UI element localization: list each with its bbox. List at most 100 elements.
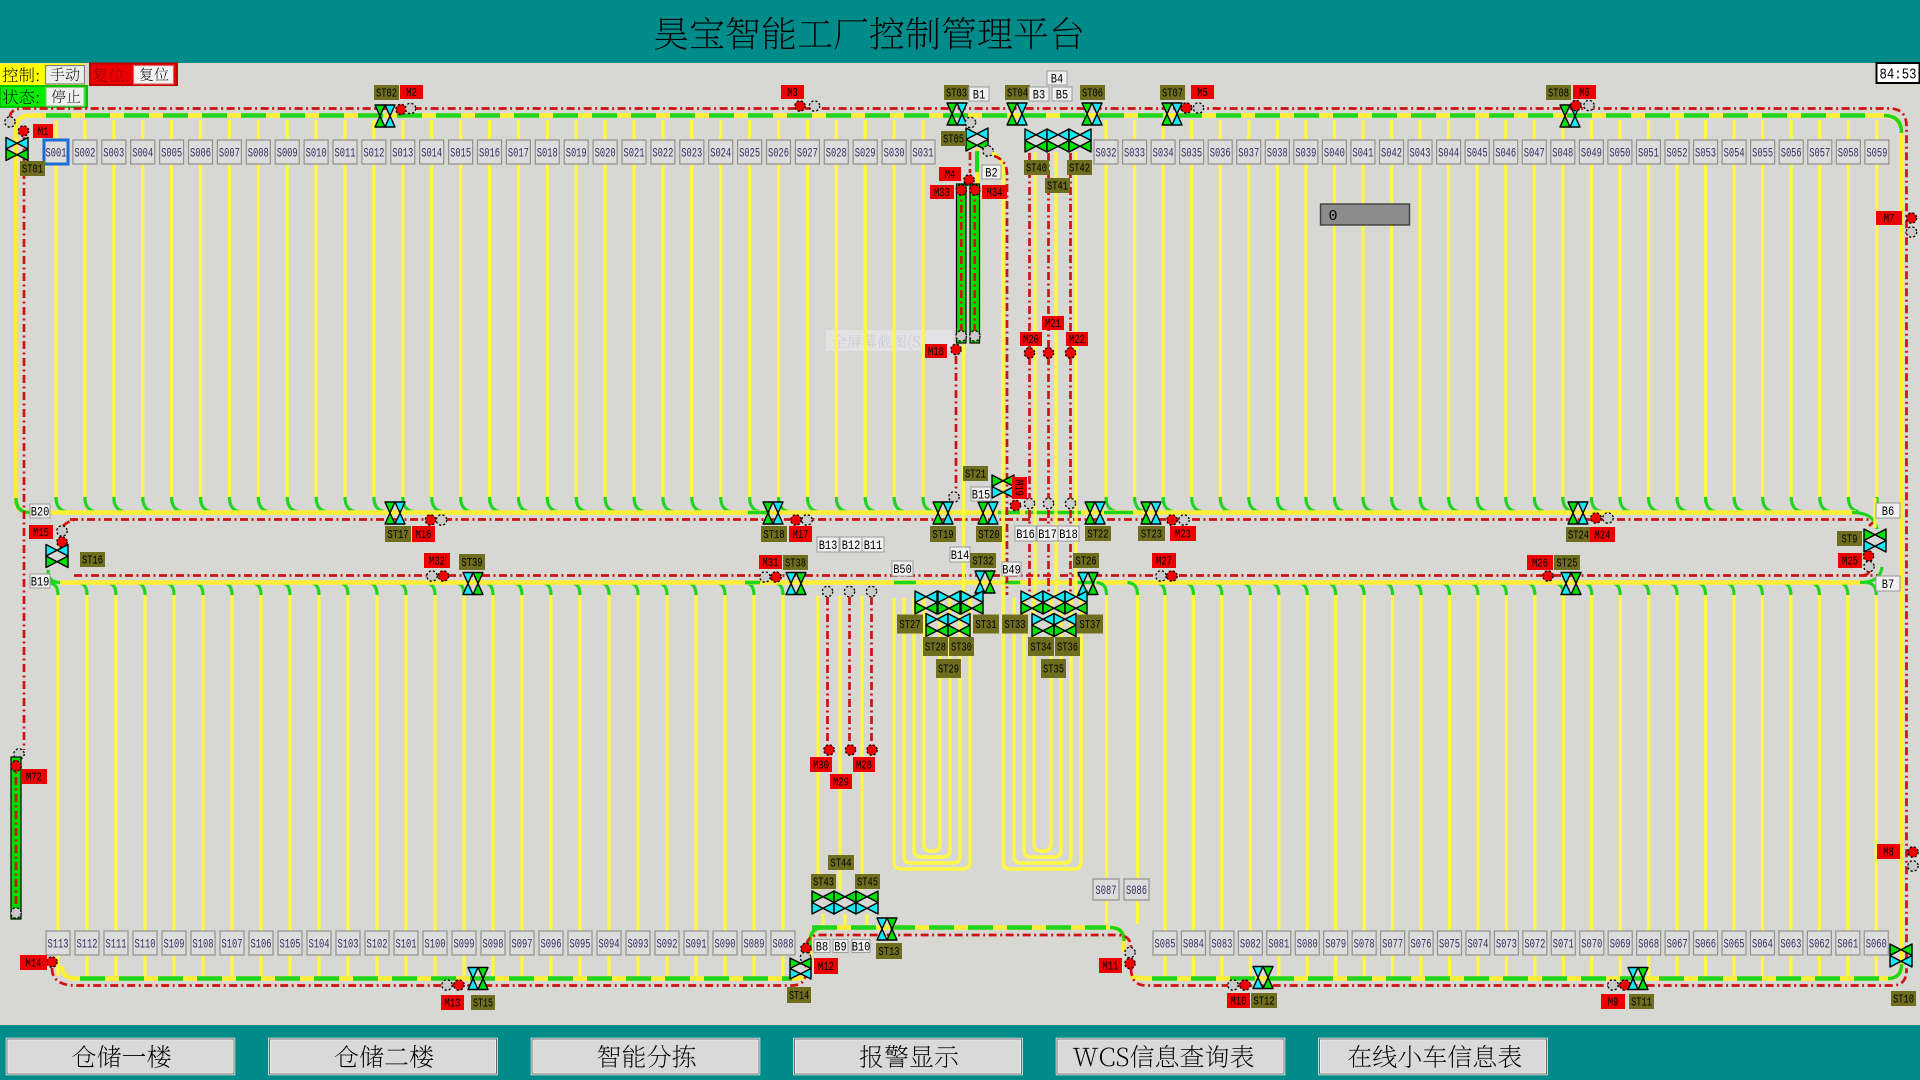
svg-text:M2: M2 bbox=[406, 87, 417, 100]
svg-text:S020: S020 bbox=[595, 146, 616, 161]
svg-text:S014: S014 bbox=[421, 146, 442, 161]
svg-text:ST16: ST16 bbox=[82, 555, 103, 568]
svg-text:S073: S073 bbox=[1496, 937, 1517, 952]
svg-text:M8: M8 bbox=[1883, 847, 1894, 860]
svg-text:S094: S094 bbox=[599, 937, 620, 952]
svg-text:B17: B17 bbox=[1038, 528, 1057, 542]
svg-text:B12: B12 bbox=[842, 539, 861, 553]
svg-text:M26: M26 bbox=[1532, 558, 1548, 571]
svg-text:S044: S044 bbox=[1438, 146, 1459, 161]
svg-text:B19: B19 bbox=[31, 576, 50, 590]
svg-text:M5: M5 bbox=[1197, 87, 1208, 100]
svg-text:S109: S109 bbox=[164, 937, 185, 952]
svg-text:S074: S074 bbox=[1467, 937, 1488, 952]
svg-text:S080: S080 bbox=[1297, 937, 1318, 952]
svg-text:M22: M22 bbox=[1069, 334, 1085, 347]
svg-text:M34: M34 bbox=[987, 187, 1003, 200]
svg-text:S099: S099 bbox=[454, 937, 475, 952]
svg-text:0: 0 bbox=[1328, 208, 1337, 225]
svg-text:S004: S004 bbox=[132, 146, 153, 161]
svg-text:S032: S032 bbox=[1096, 146, 1117, 161]
svg-text:B49: B49 bbox=[1002, 564, 1021, 578]
svg-text:S034: S034 bbox=[1153, 146, 1174, 161]
svg-text:S039: S039 bbox=[1295, 146, 1316, 161]
svg-text:ST25: ST25 bbox=[1556, 558, 1577, 571]
svg-text:S061: S061 bbox=[1837, 937, 1858, 952]
svg-text:S077: S077 bbox=[1382, 937, 1403, 952]
svg-text:S096: S096 bbox=[541, 937, 562, 952]
svg-text:ST44: ST44 bbox=[830, 858, 851, 871]
svg-text:S082: S082 bbox=[1240, 937, 1261, 952]
svg-text:S009: S009 bbox=[277, 146, 298, 161]
svg-text:S002: S002 bbox=[74, 146, 95, 161]
svg-text:S084: S084 bbox=[1183, 937, 1204, 952]
svg-text:S016: S016 bbox=[479, 146, 500, 161]
svg-text:M13: M13 bbox=[445, 998, 461, 1011]
svg-text:ST40: ST40 bbox=[1026, 163, 1047, 176]
svg-text:S093: S093 bbox=[628, 937, 649, 952]
svg-text:S008: S008 bbox=[248, 146, 269, 161]
svg-text:S106: S106 bbox=[251, 937, 272, 952]
svg-text:S019: S019 bbox=[566, 146, 587, 161]
svg-text:S007: S007 bbox=[219, 146, 240, 161]
svg-text:B8: B8 bbox=[816, 941, 828, 955]
svg-text:ST12: ST12 bbox=[1253, 996, 1274, 1009]
svg-text:M4: M4 bbox=[945, 169, 956, 182]
svg-text:ST22: ST22 bbox=[1087, 529, 1108, 542]
svg-text:B7: B7 bbox=[1882, 578, 1894, 592]
svg-text:ST08: ST08 bbox=[1548, 88, 1569, 101]
svg-text:S053: S053 bbox=[1695, 146, 1716, 161]
svg-text:S011: S011 bbox=[335, 146, 356, 161]
svg-text:S067: S067 bbox=[1667, 937, 1688, 952]
svg-text:S031: S031 bbox=[913, 146, 934, 161]
svg-text:M20: M20 bbox=[1023, 334, 1039, 347]
svg-text:M30: M30 bbox=[813, 760, 829, 773]
svg-text:B5: B5 bbox=[1056, 89, 1068, 103]
svg-text:ST31: ST31 bbox=[975, 619, 996, 632]
svg-text:S010: S010 bbox=[306, 146, 327, 161]
svg-text:B14: B14 bbox=[951, 549, 970, 563]
svg-text:ST24: ST24 bbox=[1568, 530, 1589, 543]
svg-text:B4: B4 bbox=[1051, 73, 1063, 87]
svg-text:S048: S048 bbox=[1552, 146, 1573, 161]
svg-text:B1: B1 bbox=[973, 89, 985, 103]
svg-text:S104: S104 bbox=[309, 937, 330, 952]
svg-text:S050: S050 bbox=[1609, 146, 1630, 161]
svg-text:M6: M6 bbox=[1579, 87, 1590, 100]
svg-text:M7: M7 bbox=[1884, 213, 1895, 226]
svg-text:S072: S072 bbox=[1524, 937, 1545, 952]
svg-text:ST11: ST11 bbox=[1631, 997, 1652, 1010]
svg-text:S083: S083 bbox=[1211, 937, 1232, 952]
svg-text:S056: S056 bbox=[1781, 146, 1802, 161]
svg-text:S095: S095 bbox=[570, 937, 591, 952]
svg-text:S069: S069 bbox=[1610, 937, 1631, 952]
svg-text:S015: S015 bbox=[450, 146, 471, 161]
svg-text:ST39: ST39 bbox=[461, 557, 482, 570]
svg-text:S071: S071 bbox=[1553, 937, 1574, 952]
svg-text:S087: S087 bbox=[1096, 883, 1117, 898]
svg-text:M31: M31 bbox=[763, 557, 779, 570]
svg-text:M27: M27 bbox=[1156, 556, 1172, 569]
svg-text:M1: M1 bbox=[38, 126, 49, 139]
svg-text:ST05: ST05 bbox=[943, 134, 964, 147]
svg-text:B2: B2 bbox=[985, 167, 997, 181]
svg-text:S025: S025 bbox=[739, 146, 760, 161]
svg-text:S110: S110 bbox=[135, 937, 156, 952]
svg-text:S079: S079 bbox=[1325, 937, 1346, 952]
svg-text:M33: M33 bbox=[934, 187, 950, 200]
svg-text:S054: S054 bbox=[1724, 146, 1745, 161]
svg-text:B20: B20 bbox=[31, 506, 50, 520]
svg-text:S026: S026 bbox=[768, 146, 789, 161]
svg-text:B15: B15 bbox=[972, 489, 991, 503]
svg-text:S028: S028 bbox=[826, 146, 847, 161]
svg-text:ST43: ST43 bbox=[813, 877, 834, 890]
svg-text:B13: B13 bbox=[819, 539, 838, 553]
svg-text:M9: M9 bbox=[1608, 997, 1619, 1010]
svg-text:M29: M29 bbox=[833, 777, 849, 790]
svg-text:S062: S062 bbox=[1809, 937, 1830, 952]
svg-text:S018: S018 bbox=[537, 146, 558, 161]
svg-text:S023: S023 bbox=[681, 146, 702, 161]
svg-text:B11: B11 bbox=[864, 539, 883, 553]
svg-text:S112: S112 bbox=[77, 937, 98, 952]
svg-text:ST04: ST04 bbox=[1007, 88, 1028, 101]
